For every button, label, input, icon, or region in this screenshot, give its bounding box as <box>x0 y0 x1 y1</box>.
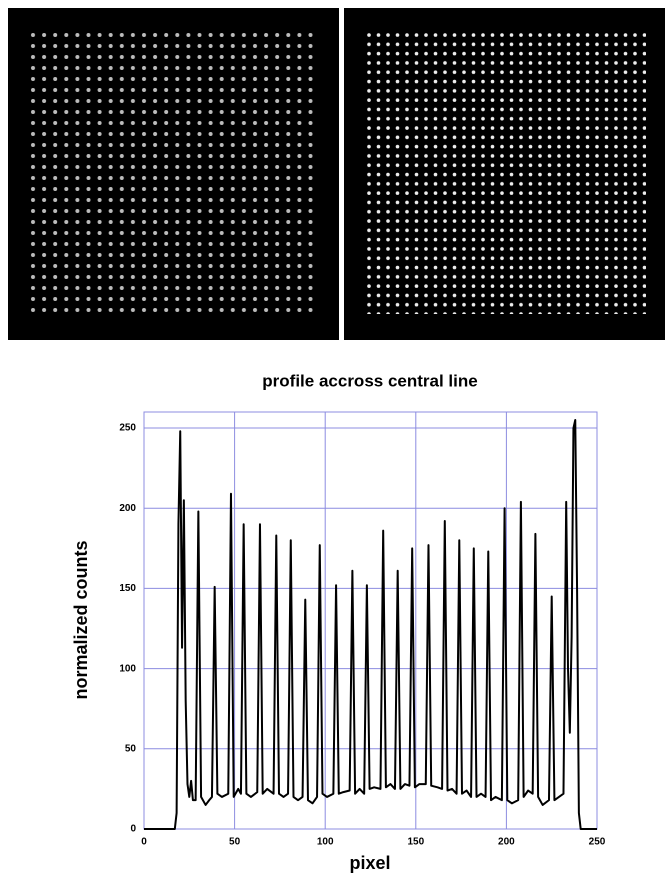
left-dot-grid <box>30 32 318 316</box>
x-tick-label: 0 <box>141 837 147 848</box>
plot-frame <box>143 411 598 830</box>
y-axis-label: normalized counts <box>71 540 91 699</box>
chart-title: profile accross central line <box>262 371 477 390</box>
x-tick-label: 200 <box>498 837 515 848</box>
right-dot-grid <box>366 32 646 314</box>
x-tick-label: 150 <box>407 837 424 848</box>
x-tick-label: 100 <box>317 837 334 848</box>
y-tick-label: 250 <box>119 423 136 434</box>
profile-line <box>144 419 597 830</box>
x-axis-label: pixel <box>349 853 390 873</box>
y-tick-label: 150 <box>119 583 136 594</box>
y-tick-label: 50 <box>125 743 137 754</box>
y-tick-label: 0 <box>130 824 136 835</box>
y-tick-label: 100 <box>119 663 136 674</box>
x-tick-label: 50 <box>229 837 241 848</box>
y-tick-label: 200 <box>119 503 136 514</box>
x-tick-label: 250 <box>589 837 606 848</box>
